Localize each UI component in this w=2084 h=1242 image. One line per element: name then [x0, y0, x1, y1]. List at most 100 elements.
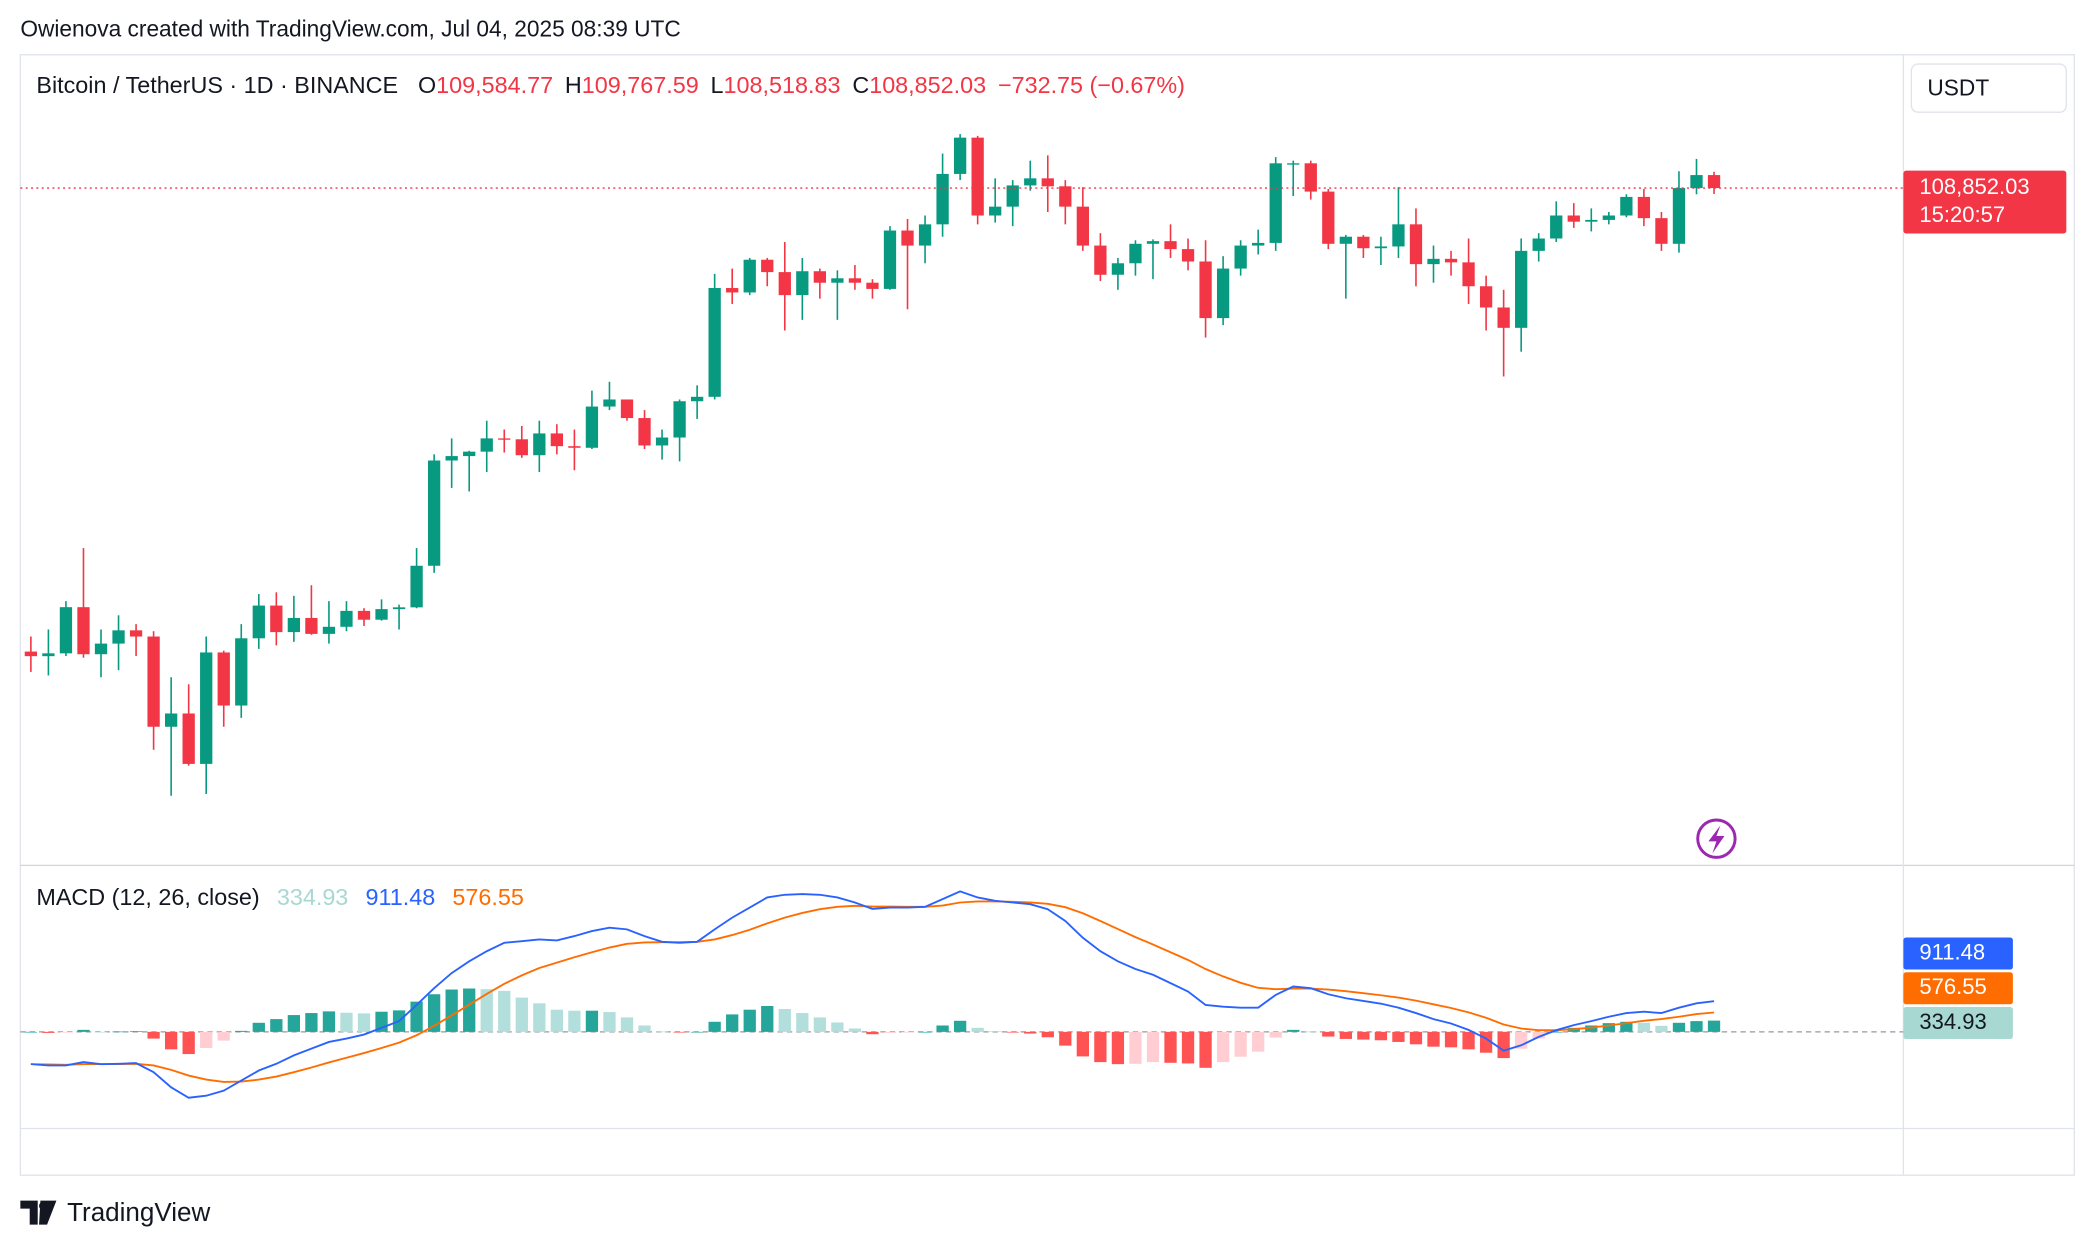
macd-line — [30, 890, 1715, 1099]
candle-body — [1409, 224, 1423, 265]
histogram-bar — [1620, 1021, 1633, 1032]
candle-body — [1602, 215, 1615, 220]
candle-body — [217, 652, 230, 706]
candle-body — [112, 630, 125, 644]
candle-body — [1707, 175, 1721, 189]
candle-body — [129, 630, 143, 637]
candle-body — [498, 438, 511, 440]
histogram-bar — [1252, 1031, 1265, 1052]
histogram-bar — [1602, 1023, 1615, 1032]
candle-body — [778, 272, 791, 296]
candle-body — [603, 399, 616, 407]
candle-body — [831, 278, 844, 283]
candle-body — [1216, 268, 1230, 319]
histogram-bar — [24, 1031, 38, 1033]
candle-body — [463, 451, 476, 457]
histogram-bar — [726, 1014, 739, 1032]
ohlc-key: H — [565, 72, 582, 98]
histogram-bar — [550, 1009, 564, 1032]
histogram-bar — [796, 1013, 809, 1032]
candle-body — [1462, 262, 1475, 287]
histogram-bar — [217, 1031, 230, 1041]
candle-body — [1199, 261, 1212, 319]
candle-body — [1479, 286, 1493, 308]
alert-icon[interactable] — [1696, 818, 1737, 859]
histogram-bar — [778, 1009, 791, 1032]
candle-body — [883, 230, 897, 289]
histogram-bar — [1357, 1031, 1370, 1040]
histogram-bar — [287, 1015, 301, 1032]
histogram-value: 334.93 — [277, 884, 348, 910]
legend: Bitcoin / TetherUS · 1D · BINANCE O109,5… — [36, 72, 1185, 98]
histogram-bar — [1216, 1031, 1230, 1063]
candle-body — [1357, 236, 1370, 249]
candle-body — [901, 230, 914, 246]
candle-body — [252, 605, 265, 639]
histogram-bar — [761, 1005, 774, 1032]
candle-body — [1515, 250, 1528, 328]
candle-body — [690, 396, 704, 402]
candle-body — [743, 259, 756, 293]
candle-body — [533, 433, 546, 456]
histogram-bar — [445, 989, 458, 1032]
histogram-badge-value: 334.93 — [1919, 1009, 1986, 1034]
histogram-bar — [129, 1031, 143, 1032]
currency-box[interactable] — [1910, 63, 2067, 113]
histogram-bar — [427, 994, 441, 1032]
chart-frame — [19, 54, 2075, 1176]
histogram-bar — [515, 997, 528, 1032]
candle-body — [375, 609, 388, 620]
candle-body — [568, 446, 581, 448]
candle-body — [480, 438, 493, 452]
candle-body — [1585, 219, 1598, 222]
histogram-bar — [673, 1031, 686, 1033]
candle-body — [1059, 186, 1072, 207]
histogram-bar — [690, 1031, 704, 1033]
credit: Owienova created with TradingView.com, J… — [20, 16, 680, 42]
histogram-bar — [77, 1029, 90, 1032]
histogram-bar — [1181, 1031, 1195, 1064]
histogram-bar — [182, 1031, 195, 1055]
macd-badge-value: 911.48 — [1919, 939, 1985, 964]
candle-body — [322, 626, 336, 634]
histogram-bar — [936, 1025, 949, 1032]
candle-body — [24, 651, 38, 657]
candle-body — [1111, 263, 1125, 275]
histogram-bar — [1707, 1020, 1721, 1032]
candle-body — [1637, 196, 1651, 219]
histogram-bar — [813, 1017, 826, 1032]
last-price-badge — [1903, 170, 2067, 234]
candle-body — [77, 607, 90, 655]
candle-body — [235, 638, 248, 706]
candle-body — [1304, 163, 1317, 192]
histogram-bar — [1374, 1031, 1388, 1041]
candle-body — [164, 713, 178, 727]
candle-body — [1427, 258, 1440, 265]
histogram-bar — [1532, 1031, 1545, 1039]
histogram-bar — [1339, 1031, 1352, 1039]
histogram-bar — [1462, 1031, 1475, 1050]
ohlc-key: C — [852, 72, 869, 98]
histogram-bar — [1409, 1031, 1423, 1045]
histogram-bar — [1287, 1029, 1300, 1032]
histogram-bar — [1024, 1031, 1037, 1034]
histogram-bar — [989, 1031, 1002, 1032]
ohlc-value: 109,767.59 — [582, 72, 699, 98]
candle-body — [1234, 245, 1247, 269]
signal-badge — [1903, 972, 2013, 1005]
candle-body — [655, 437, 669, 446]
candle-body — [427, 460, 441, 566]
brand: TradingView — [67, 1197, 210, 1227]
histogram-bar — [410, 1001, 423, 1032]
histogram-bar — [1006, 1031, 1019, 1033]
overlay: 108,852.03 15:20:57 911.48 576.55 334.93 — [20, 170, 2067, 1040]
histogram-bar — [708, 1021, 721, 1032]
candle-body — [848, 278, 862, 283]
histogram-bar — [1655, 1025, 1668, 1032]
histogram-bar — [1550, 1031, 1563, 1033]
histogram-bar — [971, 1027, 984, 1032]
marks — [20, 134, 1904, 1099]
last-price: 108,852.03 — [1919, 174, 2029, 199]
candle-body — [1339, 236, 1352, 244]
